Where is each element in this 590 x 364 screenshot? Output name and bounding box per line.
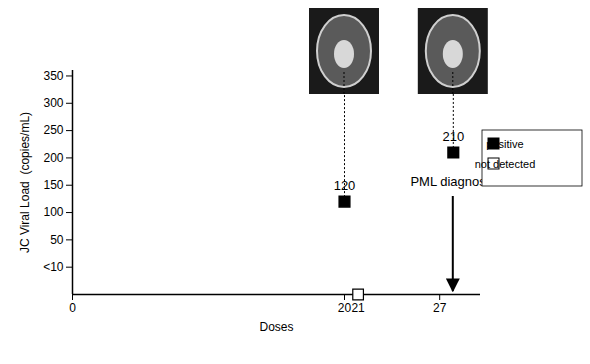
svg-text:21: 21 <box>351 301 365 315</box>
svg-text:150: 150 <box>43 178 63 192</box>
svg-text:200: 200 <box>43 151 63 165</box>
svg-text:120: 120 <box>334 178 356 193</box>
svg-text:300: 300 <box>43 96 63 110</box>
svg-text:50: 50 <box>50 233 64 247</box>
svg-text:<10: <10 <box>43 260 64 274</box>
svg-text:positive: positive <box>486 138 523 150</box>
svg-text:27: 27 <box>433 301 447 315</box>
svg-text:JC Viral Load (copies/mL): JC Viral Load (copies/mL) <box>18 112 32 253</box>
svg-text:0: 0 <box>69 301 76 315</box>
svg-text:PML diagnosis: PML diagnosis <box>410 174 496 189</box>
svg-text:not detected: not detected <box>475 158 536 170</box>
svg-text:250: 250 <box>43 123 63 137</box>
svg-text:350: 350 <box>43 69 63 83</box>
svg-text:100: 100 <box>43 205 63 219</box>
svg-text:20: 20 <box>338 301 352 315</box>
svg-text:Doses: Doses <box>259 320 293 334</box>
svg-text:210: 210 <box>442 129 464 144</box>
